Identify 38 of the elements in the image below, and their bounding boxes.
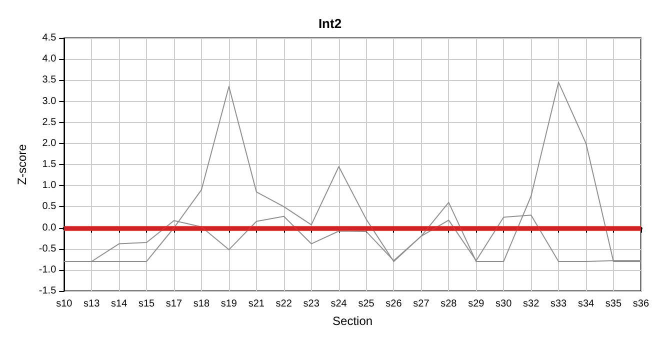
x-tick-label: s33 xyxy=(550,298,568,310)
x-tick-label: s34 xyxy=(578,298,595,310)
y-tick-label: 0.0 xyxy=(42,222,57,234)
x-tick-label: s14 xyxy=(111,298,128,310)
x-tick-label: s30 xyxy=(496,298,512,310)
y-tick-label: -1.5 xyxy=(38,286,57,296)
x-tick-label: s25 xyxy=(358,298,375,310)
x-tick-label: s29 xyxy=(468,298,485,310)
x-tick-label: s18 xyxy=(193,298,210,310)
x-tick-label: s23 xyxy=(303,298,320,310)
x-tick-label: s32 xyxy=(523,298,540,310)
x-tick-label: s24 xyxy=(330,298,348,310)
x-tick-label: s27 xyxy=(413,298,430,310)
y-tick-label: -0.5 xyxy=(38,243,57,254)
y-tick-label: 3.0 xyxy=(42,96,57,107)
x-tick-label: s26 xyxy=(386,298,402,310)
x-tick-label: s17 xyxy=(166,298,182,310)
x-axis-title: Section xyxy=(332,314,373,328)
x-tick-label: s28 xyxy=(440,298,458,310)
x-tick-label: s10 xyxy=(56,298,73,310)
y-tick-label: 1.0 xyxy=(42,180,57,192)
y-tick-label: 1.5 xyxy=(42,159,57,170)
x-tick-label: s19 xyxy=(220,298,238,310)
y-tick-label: 4.0 xyxy=(42,54,57,65)
x-tick-label: s13 xyxy=(84,298,100,310)
x-tick-label: s22 xyxy=(276,298,292,310)
y-tick-label: 0.5 xyxy=(42,201,57,212)
y-axis-title: Z-score xyxy=(15,144,29,185)
y-tick-label: 2.5 xyxy=(42,116,57,128)
x-tick-label: s35 xyxy=(605,298,622,310)
x-tick-label: s36 xyxy=(632,298,650,310)
x-tick-label: s15 xyxy=(138,298,156,310)
chart-title: Int2 xyxy=(318,16,342,31)
x-tick-label: s21 xyxy=(248,298,265,310)
y-tick-label: 4.5 xyxy=(42,32,57,44)
y-tick-label: 2.0 xyxy=(42,138,57,149)
y-tick-label: -1.0 xyxy=(38,264,57,276)
y-tick-label: 3.5 xyxy=(42,74,57,86)
